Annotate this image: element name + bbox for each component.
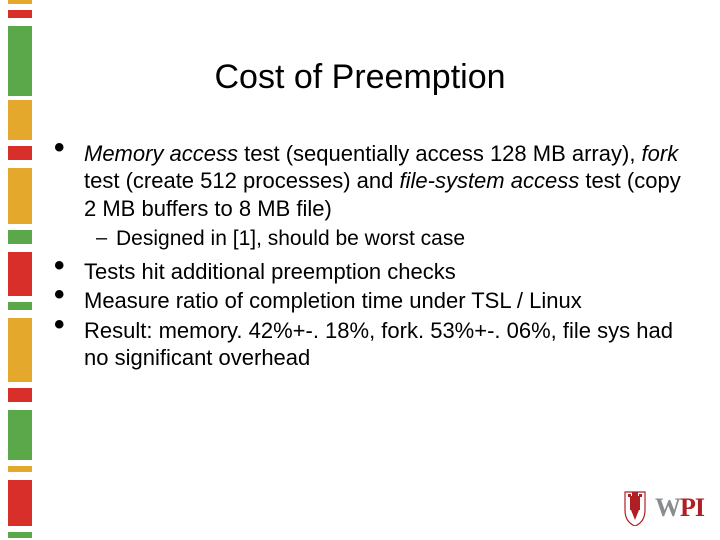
bullet-text: Tests hit additional preemption checks bbox=[84, 258, 682, 285]
bullet-marker: • bbox=[54, 317, 84, 333]
bullet-text: Memory access test (sequentially access … bbox=[84, 140, 682, 222]
bullet-item: • Memory access test (sequentially acces… bbox=[54, 140, 682, 222]
sidebar-shape bbox=[8, 0, 32, 4]
sidebar-shape bbox=[8, 168, 32, 224]
sidebar-shape bbox=[8, 532, 32, 538]
sidebar-shape bbox=[8, 388, 32, 402]
sidebar-shape bbox=[8, 230, 32, 244]
sidebar-shape bbox=[8, 146, 32, 160]
sidebar-shape bbox=[8, 252, 32, 296]
sidebar-shape bbox=[8, 100, 32, 140]
bullet-marker: • bbox=[54, 258, 84, 274]
sub-bullet-text: Designed in [1], should be worst case bbox=[116, 226, 682, 252]
sidebar-shape bbox=[8, 410, 32, 460]
sidebar-shape bbox=[8, 318, 32, 382]
slide-title: Cost of Preemption bbox=[0, 58, 720, 97]
slide: Cost of Preemption • Memory access test … bbox=[0, 0, 720, 540]
wpi-logo: WPI bbox=[621, 490, 704, 526]
bullet-item: • Measure ratio of completion time under… bbox=[54, 287, 682, 314]
sub-bullet-item: – Designed in [1], should be worst case bbox=[96, 226, 682, 252]
wpi-text: WPI bbox=[655, 493, 704, 523]
sidebar-shape bbox=[8, 302, 32, 310]
bullet-item: • Result: memory. 42%+-. 18%, fork. 53%+… bbox=[54, 317, 682, 372]
bullet-marker: • bbox=[54, 140, 84, 156]
sidebar-shape bbox=[8, 480, 32, 526]
slide-body: • Memory access test (sequentially acces… bbox=[54, 140, 682, 373]
sub-bullet-marker: – bbox=[96, 226, 116, 250]
bullet-marker: • bbox=[54, 287, 84, 303]
sidebar-shape bbox=[8, 10, 32, 18]
bullet-text: Measure ratio of completion time under T… bbox=[84, 287, 682, 314]
sidebar-shape bbox=[8, 466, 32, 472]
bullet-item: • Tests hit additional preemption checks bbox=[54, 258, 682, 285]
wpi-shield-icon bbox=[621, 490, 649, 526]
bullet-text: Result: memory. 42%+-. 18%, fork. 53%+-.… bbox=[84, 317, 682, 372]
